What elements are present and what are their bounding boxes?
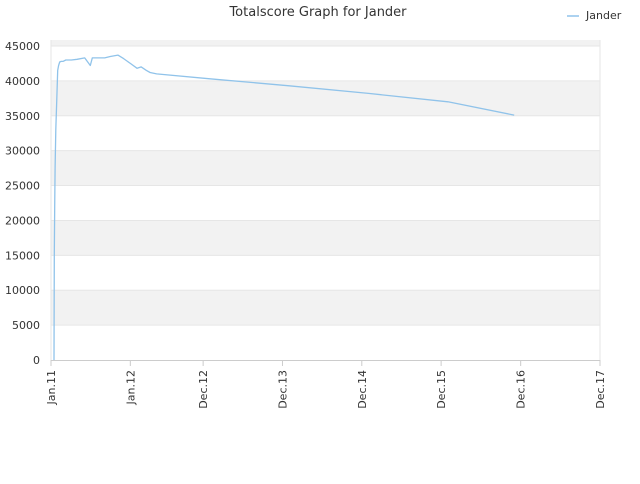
y-tick-label: 35000 <box>5 110 40 123</box>
y-tick-label: 10000 <box>5 284 40 297</box>
plot-band <box>51 80 600 116</box>
legend-label-jander: Jander <box>585 9 622 22</box>
x-axis-ticks: Jan.11 Jan.12 Dec.12 Dec.13 Dec.14 Dec.15 Dec.… <box>45 360 607 409</box>
x-tick-label: Dec.17 <box>594 370 607 409</box>
plot-band <box>51 220 600 256</box>
chart-title: Totalscore Graph for Jander <box>228 5 407 20</box>
y-tick-label: 20000 <box>5 214 40 227</box>
gridlines <box>50 40 601 360</box>
plot-band <box>51 40 600 46</box>
y-tick-label: 30000 <box>5 145 40 158</box>
plot-band <box>51 150 600 186</box>
plot-bands <box>51 40 600 326</box>
y-tick-label: 5000 <box>12 319 40 332</box>
y-tick-label: 40000 <box>5 75 40 88</box>
x-tick-label: Dec.15 <box>435 370 448 409</box>
y-tick-label: 25000 <box>5 180 40 193</box>
x-tick-label: Jan.11 <box>45 370 58 405</box>
y-tick-label: 0 <box>33 354 40 367</box>
plot-band <box>51 290 600 326</box>
x-tick-label: Dec.16 <box>515 370 528 409</box>
y-tick-label: 15000 <box>5 249 40 262</box>
y-axis-ticks: 0 5000 10000 15000 20000 25000 30000 35000 40000… <box>5 40 40 367</box>
x-tick-label: Dec.12 <box>197 370 210 409</box>
series-line-jander <box>53 54 515 361</box>
x-tick-label: Jan.12 <box>124 370 137 405</box>
y-tick-label: 45000 <box>5 40 40 53</box>
x-tick-label: Dec.14 <box>356 370 369 409</box>
legend[interactable]: Jander <box>567 9 622 22</box>
x-tick-label: Dec.13 <box>276 370 289 409</box>
